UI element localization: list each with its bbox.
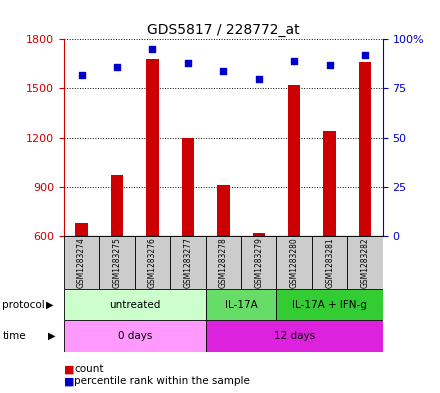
Text: time: time — [2, 331, 26, 341]
Text: GSM1283277: GSM1283277 — [183, 237, 192, 288]
Text: GSM1283275: GSM1283275 — [113, 237, 121, 288]
Text: IL-17A: IL-17A — [225, 299, 257, 310]
Text: 12 days: 12 days — [274, 331, 315, 341]
Bar — [276, 236, 312, 289]
Text: ■: ■ — [64, 364, 74, 375]
Bar — [359, 62, 371, 236]
Bar — [99, 236, 135, 289]
Bar — [276, 289, 383, 320]
Text: GSM1283280: GSM1283280 — [290, 237, 299, 288]
Bar — [253, 233, 265, 236]
Text: GSM1283282: GSM1283282 — [360, 237, 370, 288]
Point — [149, 46, 156, 52]
Text: GSM1283274: GSM1283274 — [77, 237, 86, 288]
Bar — [64, 320, 205, 352]
Bar — [205, 320, 383, 352]
Point — [220, 68, 227, 74]
Bar — [312, 236, 347, 289]
Text: protocol: protocol — [2, 299, 45, 310]
Text: ▶: ▶ — [46, 299, 54, 310]
Text: GSM1283279: GSM1283279 — [254, 237, 263, 288]
Text: 0 days: 0 days — [117, 331, 152, 341]
Bar — [182, 138, 194, 236]
Title: GDS5817 / 228772_at: GDS5817 / 228772_at — [147, 23, 300, 37]
Text: GSM1283278: GSM1283278 — [219, 237, 228, 288]
Bar — [205, 236, 241, 289]
Text: GSM1283276: GSM1283276 — [148, 237, 157, 288]
Text: count: count — [74, 364, 103, 375]
Bar — [64, 289, 205, 320]
Point — [326, 62, 333, 68]
Text: IL-17A + IFN-g: IL-17A + IFN-g — [292, 299, 367, 310]
Bar — [205, 289, 276, 320]
Bar — [170, 236, 205, 289]
Point — [184, 60, 191, 66]
Bar — [217, 185, 230, 236]
Bar — [323, 131, 336, 236]
Point — [78, 72, 85, 78]
Point — [114, 64, 121, 70]
Bar — [288, 85, 301, 236]
Text: untreated: untreated — [109, 299, 160, 310]
Bar — [241, 236, 276, 289]
Text: ▶: ▶ — [48, 331, 55, 341]
Bar — [75, 223, 88, 236]
Bar — [111, 175, 123, 236]
Bar — [347, 236, 383, 289]
Bar — [64, 236, 99, 289]
Point — [255, 75, 262, 82]
Point — [362, 52, 369, 58]
Text: ■: ■ — [64, 376, 74, 386]
Text: percentile rank within the sample: percentile rank within the sample — [74, 376, 250, 386]
Text: GSM1283281: GSM1283281 — [325, 237, 334, 288]
Bar — [146, 59, 158, 236]
Bar — [135, 236, 170, 289]
Point — [291, 58, 298, 64]
